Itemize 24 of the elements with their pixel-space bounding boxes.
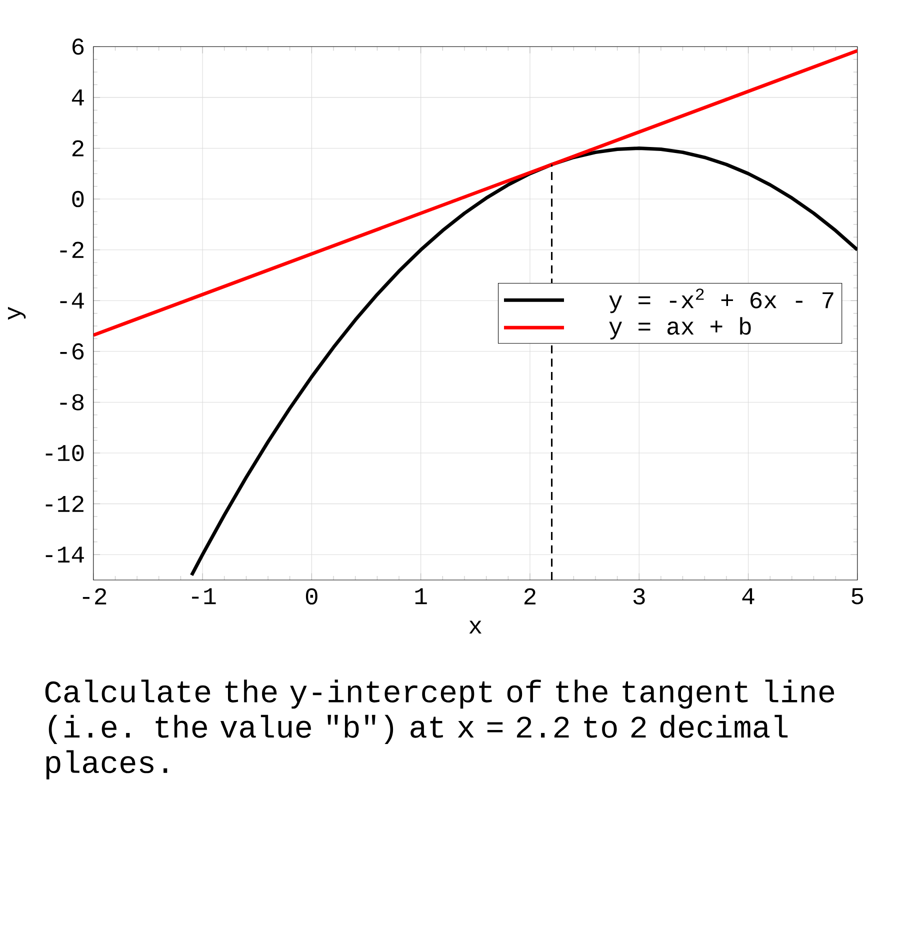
y-tick-label: 0 bbox=[72, 190, 84, 208]
x-tick-label: -2 bbox=[82, 588, 106, 604]
y-tick-label: -8 bbox=[60, 394, 84, 410]
legend-label: y = ax + b bbox=[608, 317, 751, 340]
y-tick-label: -2 bbox=[60, 242, 84, 258]
x-tick-label: 5 bbox=[852, 588, 863, 604]
y-tick-label: 4 bbox=[72, 90, 84, 106]
legend-label: y = -x$^{2}$ + 6x - 7 bbox=[608, 288, 834, 314]
y-tick-label: -4 bbox=[60, 292, 84, 309]
x-tick-label: 1 bbox=[415, 588, 427, 604]
y-tick-label: 6 bbox=[72, 38, 84, 55]
y-tick-label: -10 bbox=[46, 444, 84, 462]
text: Calculate the y-intercept of the tangent line (i.e. the value "b") at x = 2.2 to 2 decimal places. bbox=[45, 680, 834, 780]
x-axis-title: x bbox=[469, 620, 482, 634]
x-tick-label: 3 bbox=[633, 588, 645, 605]
y-tick-label: -12 bbox=[46, 496, 84, 512]
x-tick-label: 4 bbox=[742, 588, 754, 604]
y-axis-title: y bbox=[8, 306, 26, 320]
y-tick-label: -14 bbox=[46, 546, 84, 562]
y-tick-label: 2 bbox=[72, 140, 84, 156]
x-tick-label: 2 bbox=[524, 588, 536, 604]
y-tick-label: -6 bbox=[60, 343, 84, 360]
x-tick-label: 0 bbox=[306, 588, 318, 605]
x-tick-label: -1 bbox=[192, 588, 216, 604]
